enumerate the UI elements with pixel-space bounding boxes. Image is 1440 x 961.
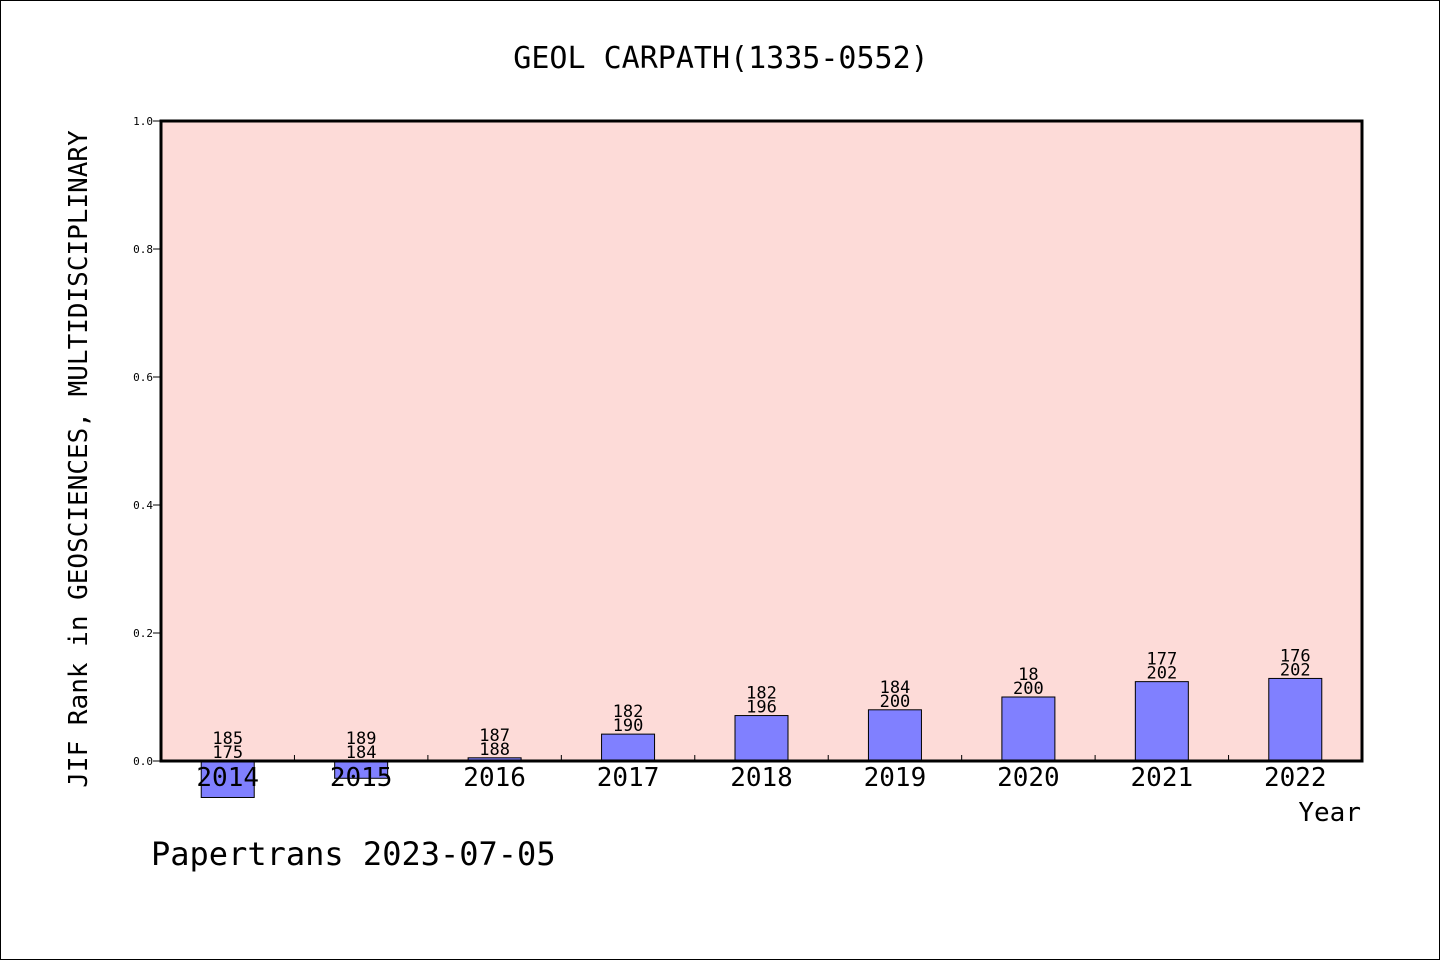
bar-label-bottom-2016: 188 <box>479 740 510 760</box>
x-tick-label-2018: 2018 <box>730 763 793 793</box>
plot-border <box>159 119 1364 763</box>
bar-label-top-2017: 182 <box>613 702 644 722</box>
watermark: Papertrans 2023-07-05 <box>151 835 556 873</box>
bar-label-top-2020: 18 <box>1018 665 1038 685</box>
y-axis-label: JIF Rank in GEOSCIENCES, MULTIDISCIPLINA… <box>64 130 94 788</box>
x-tick-label-2017: 2017 <box>597 763 660 793</box>
bar-2021 <box>1134 681 1189 762</box>
bar-label-bottom-2015: 184 <box>346 743 377 763</box>
y-tick-label: 0.6 <box>133 371 153 384</box>
x-tick-label-2020: 2020 <box>997 763 1060 793</box>
bar-2017 <box>601 733 656 762</box>
bar-2019 <box>867 709 922 762</box>
x-tick-label-2016: 2016 <box>463 763 526 793</box>
bar-label-bottom-2022: 202 <box>1280 660 1311 680</box>
bar-label-bottom-2017: 190 <box>613 716 644 736</box>
x-tick-label-2021: 2021 <box>1131 763 1194 793</box>
bar-label-top-2019: 184 <box>880 678 911 698</box>
bar-label-top-2018: 182 <box>746 684 777 704</box>
bar-label-top-2015: 189 <box>346 729 377 749</box>
x-tick-label-2014: 2014 <box>196 763 259 793</box>
bar-2022 <box>1268 677 1323 762</box>
bar-label-top-2022: 176 <box>1280 646 1311 666</box>
y-tick-label: 0.0 <box>133 755 153 768</box>
bar-label-top-2016: 187 <box>479 726 510 746</box>
chart-title: GEOL CARPATH(1335-0552) <box>513 41 928 76</box>
bar-label-top-2014: 185 <box>212 729 243 749</box>
bar-2018 <box>734 715 789 762</box>
bar-2020 <box>1001 696 1056 762</box>
bar-label-bottom-2019: 200 <box>880 692 911 712</box>
x-tick-label-2015: 2015 <box>330 763 393 793</box>
y-tick-label: 0.4 <box>133 499 153 512</box>
bar-label-bottom-2020: 200 <box>1013 679 1044 699</box>
y-tick-label: 1.0 <box>133 115 153 128</box>
plot-area <box>161 121 1362 761</box>
bar-label-bottom-2021: 202 <box>1146 664 1177 684</box>
bar-2014 <box>200 760 255 798</box>
x-axis-tick-labels: 2014 2015 2016 2017 2018 2019 2020 2021 2022 <box>196 763 1326 793</box>
x-tick-label-2022: 2022 <box>1264 763 1327 793</box>
bar-label-bottom-2018: 196 <box>746 698 777 718</box>
y-tick-label: 0.2 <box>133 627 153 640</box>
x-axis-label: Year <box>1298 798 1361 828</box>
x-tick-label-2019: 2019 <box>864 763 927 793</box>
bar-label-bottom-2014: 175 <box>212 743 243 763</box>
bar-label-top-2021: 177 <box>1146 650 1177 670</box>
y-tick-label: 0.8 <box>133 243 153 256</box>
y-axis-ticks: 0.0 0.2 0.4 0.6 0.8 1.0 <box>133 115 161 768</box>
